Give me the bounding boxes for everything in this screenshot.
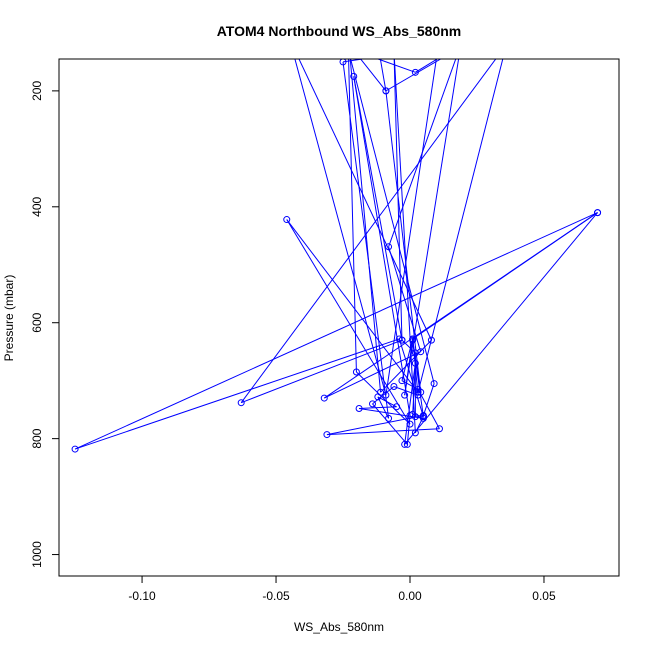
data-point — [594, 209, 602, 217]
data-point — [411, 68, 419, 76]
series-segment — [398, 338, 424, 417]
data-point — [398, 377, 406, 385]
x-tick-label: 0.05 — [532, 589, 556, 603]
data-point — [411, 349, 419, 357]
series-segment — [240, 59, 497, 403]
series-segment — [376, 59, 416, 73]
x-axis: -0.10 -0.05 0.00 0.05 — [128, 576, 556, 603]
data-point — [237, 399, 245, 407]
data-point — [435, 425, 443, 433]
series-segment — [324, 351, 421, 399]
series-segment — [349, 59, 382, 393]
x-axis-label: WS_Abs_580nm — [294, 620, 384, 634]
series-segment — [385, 90, 422, 393]
data-point — [320, 394, 328, 402]
series-segment — [415, 59, 439, 73]
data-point — [427, 336, 435, 344]
data-point — [350, 72, 358, 80]
series-segment — [326, 414, 424, 436]
series-segment — [388, 246, 422, 352]
data-point — [419, 413, 427, 421]
y-axis: 200 400 600 800 1000 — [30, 81, 59, 568]
data-point — [401, 440, 409, 448]
series-segment — [404, 338, 414, 396]
data-point — [368, 400, 376, 408]
series-segment — [377, 396, 390, 419]
data-point — [411, 429, 419, 437]
data-point — [406, 411, 414, 419]
series-segment — [348, 59, 357, 372]
y-tick-label: 600 — [30, 312, 44, 332]
series-segment — [350, 59, 435, 384]
series-segment — [372, 403, 408, 445]
series-segment — [353, 76, 403, 341]
x-tick-label: -0.05 — [262, 589, 290, 603]
y-tick-label: 400 — [30, 196, 44, 216]
y-tick-label: 800 — [30, 428, 44, 448]
series-segment — [74, 212, 598, 450]
series-segment — [385, 59, 437, 396]
data-point — [430, 380, 438, 388]
data-point — [71, 445, 79, 453]
series-segment — [385, 59, 442, 92]
series-segment — [353, 76, 411, 416]
series-segment — [326, 428, 440, 436]
series-segment — [294, 59, 387, 396]
series-segment — [74, 338, 400, 450]
series-segment — [417, 389, 440, 430]
series-segment — [380, 339, 432, 393]
y-tick-label: 200 — [30, 81, 44, 101]
series-segment — [379, 59, 387, 91]
data-point — [382, 87, 390, 95]
data-point — [406, 420, 414, 428]
data-point — [283, 216, 291, 224]
data-point — [382, 391, 390, 399]
data-point — [390, 382, 398, 390]
series-segment — [356, 371, 411, 425]
series-segment — [412, 212, 598, 340]
data-point — [385, 414, 393, 422]
data-point — [414, 388, 422, 396]
series-segment — [342, 61, 390, 419]
series-segment — [393, 59, 416, 433]
data-point — [403, 440, 411, 448]
data-point — [323, 431, 331, 439]
plot-points — [71, 59, 602, 453]
x-tick-label: 0.00 — [398, 589, 422, 603]
data-point — [355, 404, 363, 412]
y-tick-label: 1000 — [30, 541, 44, 568]
data-point — [385, 243, 393, 251]
data-point — [401, 391, 409, 399]
series-segment — [417, 59, 504, 393]
chart-title: ATOM4 Northbound WS_Abs_580nm — [217, 23, 462, 39]
data-point — [393, 403, 401, 411]
series-segment — [286, 219, 411, 425]
series-segment — [404, 212, 598, 445]
data-point — [339, 59, 347, 66]
series-segment — [359, 406, 397, 409]
series-segment — [388, 59, 457, 247]
data-point — [352, 368, 360, 376]
series-segment — [422, 383, 435, 416]
series-segment — [348, 39, 455, 51]
series-segment — [241, 339, 403, 404]
series-segment — [298, 59, 432, 341]
series-segment — [377, 396, 397, 408]
plot-area — [74, 39, 598, 450]
data-point — [411, 359, 419, 367]
series-segment — [286, 219, 419, 393]
data-point — [398, 336, 406, 344]
series-segment — [406, 415, 411, 445]
x-tick-label: -0.10 — [128, 589, 156, 603]
data-point — [377, 388, 385, 396]
plot-frame — [58, 58, 620, 577]
data-point — [417, 388, 425, 396]
y-axis-label: Pressure (mbar) — [2, 275, 16, 362]
series-segment — [359, 59, 387, 92]
data-point — [409, 336, 417, 344]
